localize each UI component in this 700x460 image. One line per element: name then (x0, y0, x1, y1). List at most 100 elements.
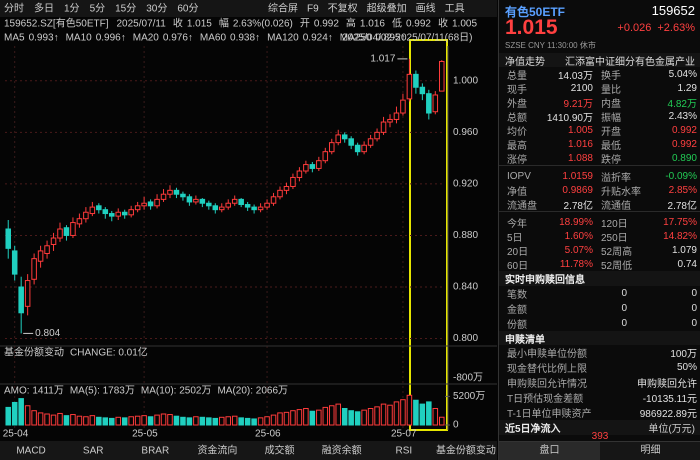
fund-name: 汇添富中证细分有色金属产业 (565, 56, 695, 68)
row-label: 开盘 (601, 126, 621, 138)
row-value: -0.09% (665, 170, 697, 182)
amo-bar (374, 406, 380, 426)
list-row: 现金替代比例上限 50% (499, 360, 700, 375)
quote-panel: 有色50ETF 159652 1.015 +0.026 +2.63% SZSE CNY 1… (498, 0, 700, 460)
nav-row: 净值走势 汇添富中证细分有色金属产业 (499, 53, 700, 68)
row-value: 0 (691, 288, 697, 299)
realtime-row: 份额 0 0 (499, 316, 700, 331)
row-label: 最低 (601, 140, 621, 152)
indicator-tab[interactable]: 成交额 (265, 444, 295, 457)
candle-body (393, 112, 400, 120)
period-tab[interactable]: 1分 (64, 3, 80, 15)
row-value: 2.78亿 (667, 200, 697, 212)
indicator-tab[interactable]: 基金份额变动 (436, 444, 496, 457)
pct-change: +2.63% (657, 22, 695, 34)
row-value: 1.60% (564, 230, 593, 242)
candle-body (199, 198, 206, 204)
row-label: 均价 (507, 126, 527, 138)
period-tab[interactable]: 60分 (177, 3, 198, 15)
row-value: 18.99% (559, 216, 593, 228)
row-label: 流通值 (601, 200, 631, 212)
field-value: 1.005 (452, 19, 477, 30)
row-value: 1.005 (567, 124, 593, 136)
row-value: 5.07% (564, 244, 593, 256)
quote-row: 外盘 9.21万 内盘 4.82万 (499, 95, 700, 110)
footer-tab[interactable]: 明细 (640, 445, 661, 456)
row-value: 100万 (670, 349, 697, 360)
tool-button[interactable]: 超级叠加 (367, 2, 407, 15)
amo-bar (96, 416, 102, 426)
amo-bar (426, 401, 432, 426)
candle-body (380, 121, 387, 133)
kline-panel: 分时 多日 1分 5分 15分 30分 60分 综合屏 F9 不复权 超级叠加 画线 工具 159652.… (0, 0, 497, 460)
ma-name: MA5 (4, 33, 25, 44)
row-label: 最小申赎单位份额 (507, 349, 587, 360)
candle-body (134, 205, 141, 211)
candle-body (361, 144, 367, 153)
row-label: 外盘 (507, 98, 527, 110)
row-label: 52周高 (601, 246, 633, 258)
bar-date: 2025/07/11 (117, 19, 167, 30)
indicator-tab[interactable]: 融资余额 (322, 444, 362, 457)
row-value: 1.29 (677, 82, 697, 94)
amo-bar (70, 414, 76, 426)
candle-body (121, 211, 128, 216)
tool-button[interactable]: 综合屏 (268, 2, 298, 15)
flow-unit: 单位(万元) (648, 424, 695, 435)
amo-bar (270, 414, 277, 426)
candle-body (322, 151, 329, 162)
row-value: 2.85% (668, 184, 697, 196)
candle-body (387, 118, 393, 123)
footer-tabs: 盘口 明细 (499, 441, 700, 460)
x-tick-label: 25-06 (255, 429, 281, 440)
indicator-tab[interactable]: RSI (395, 446, 412, 457)
candle-body (63, 227, 70, 236)
footer-tab[interactable]: 盘口 (499, 442, 600, 460)
indicator-tab[interactable]: SAR (83, 446, 104, 457)
tool-button[interactable]: F9 (307, 4, 319, 15)
amo-bar (57, 412, 63, 426)
row-label: 120日 (601, 218, 628, 230)
row-label: 现金替代比例上限 (507, 364, 587, 375)
market-meta: SZSE CNY 11:30:00 休市 (505, 41, 596, 50)
row-value: 0.9869 (562, 184, 593, 196)
row-label: 今年 (507, 218, 527, 230)
period-tab[interactable]: 5分 (90, 3, 106, 15)
candle-body (219, 206, 225, 211)
quote-row: 涨停 1.088 跌停 0.890 (499, 151, 700, 166)
indicator-tab[interactable]: BRAR (141, 446, 169, 457)
row-label: 振幅 (601, 112, 621, 124)
field-label: 收 (173, 17, 183, 30)
period-tab[interactable]: 30分 (146, 3, 167, 15)
y-tick-label: 0.960 (453, 127, 478, 138)
candle-body (413, 73, 419, 88)
row-label: 净值 (507, 186, 527, 198)
row-value: 2100 (570, 82, 593, 94)
candle-body (251, 206, 257, 211)
period-tab[interactable]: 15分 (115, 3, 136, 15)
amo-bar (167, 414, 173, 426)
candle-body (283, 185, 290, 191)
indicator-tab[interactable]: MACD (16, 446, 45, 457)
tool-button[interactable]: 不复权 (328, 2, 358, 15)
field-value: 0.992 (314, 19, 339, 30)
tool-button[interactable]: 工具 (445, 3, 465, 15)
list-row: T日预估现金差额 -10135.11元 (499, 390, 700, 405)
ma-value: 0.993↑ (29, 33, 59, 44)
amo-bar (109, 417, 115, 426)
period-tab[interactable]: 多日 (34, 2, 54, 15)
amo-bar (186, 417, 193, 426)
indicator-tab[interactable]: 资金流向 (197, 444, 237, 457)
candle-body (115, 211, 122, 217)
row-value: 1.088 (567, 152, 593, 164)
period-tab[interactable]: 分时 (4, 3, 24, 15)
candle-body (186, 196, 193, 203)
candle-body (57, 228, 63, 239)
amo-bar (5, 406, 11, 426)
row-value: 14.82% (663, 230, 697, 242)
tool-button[interactable]: 画线 (416, 2, 436, 15)
quote-row: 现手 2100 量比 1.29 (499, 81, 700, 96)
amo-bar (89, 415, 96, 426)
row-value: 0 (691, 303, 697, 314)
amo-bar (24, 405, 31, 426)
